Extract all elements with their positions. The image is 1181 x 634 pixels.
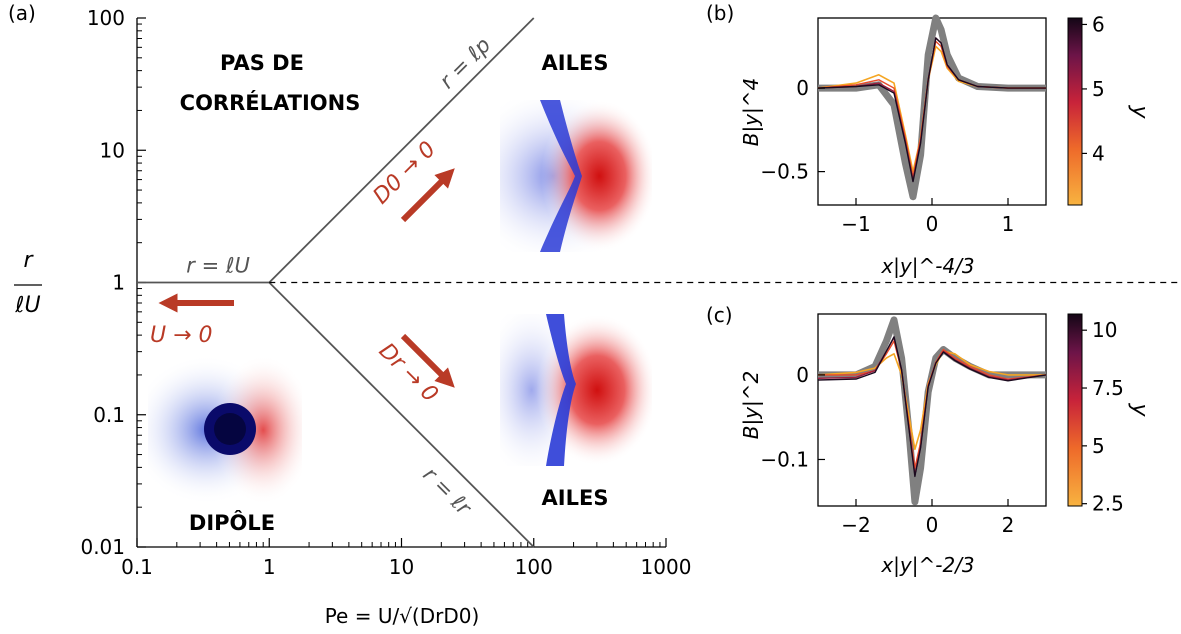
dipole-map: [148, 355, 302, 505]
regime-line-1: [268, 17, 535, 284]
c-plot-series-3: [817, 337, 1047, 476]
a-xtick-label-0: 0.1: [121, 555, 153, 579]
panel-c-label: (c): [706, 303, 733, 327]
wing-map-bottom: [500, 314, 652, 466]
regime-line-2: [268, 281, 535, 548]
b-plot-xtick-label-2: 1: [1002, 212, 1015, 236]
panel-a-ylabel-denominator: ℓU: [14, 293, 40, 318]
panel-c-colorbar-label: y: [1127, 402, 1152, 417]
panel-a-xlabel: Pe = U/√(DrD0): [325, 604, 480, 628]
panel-a-ylabel-numerator: r: [23, 248, 34, 273]
panel-c-colorbar: [1067, 313, 1083, 507]
a-xtick-label-1: 1: [263, 555, 276, 579]
c-cbticks-tick-label-2: 7.5: [1092, 376, 1124, 400]
b-cbticks-tick-label-0: 4: [1092, 141, 1105, 165]
a-ytick-label-4: 100: [87, 6, 125, 30]
arrow-u-limit-label: U → 0: [150, 323, 213, 348]
panel-a-label: (a): [8, 1, 36, 25]
panel-b-xlabel: x|y|^-4/3: [880, 254, 974, 278]
b-plot-ytick-label-0: 0: [796, 76, 809, 100]
b-plot-ytick-label-1: −0.5: [760, 160, 809, 184]
a-ytick-label-0: 0.01: [80, 535, 125, 559]
panel-b: (b) −1 0 1 0 −0.5 x|y|^-4/3 B|y|^4 4 5 6 y: [706, 1, 1152, 278]
arrow-d0-limit: [400, 168, 455, 223]
wing-map-top: [500, 100, 652, 252]
a-ytick-label-3: 10: [100, 138, 125, 162]
b-cbticks-tick-label-2: 6: [1092, 12, 1105, 36]
regime-line-label-0: r = ℓU: [186, 254, 250, 278]
a-xtick-label-4: 1000: [641, 555, 692, 579]
c-plot-ytick-label-0: 0: [796, 363, 809, 387]
region-label-no-correlation-1: PAS DE: [220, 51, 304, 75]
c-plot-frame: [817, 313, 1047, 507]
a-xtick-label-2: 10: [389, 555, 414, 579]
c-plot-series-4: [817, 336, 1047, 478]
region-label-no-correlation-2: CORRÉLATIONS: [180, 90, 361, 115]
panel-b-colorbar: [1067, 17, 1083, 206]
arrow-dr-limit: [400, 333, 455, 388]
regime-line-label-1: r = ℓp: [435, 33, 496, 94]
c-plot-series-0: [818, 316, 1046, 506]
a-ytick-label-2: 1: [112, 271, 125, 295]
a-xtick-label-3: 100: [515, 555, 553, 579]
b-plot-xtick-label-0: −1: [841, 212, 870, 236]
c-cbticks-tick-label-3: 10: [1092, 318, 1117, 342]
panel-b-colorbar-label: y: [1127, 104, 1152, 119]
c-plot-ytick-label-1: −0.1: [760, 447, 809, 471]
c-plot-xtick-label-2: 2: [1002, 513, 1015, 537]
c-plot-xtick-label-1: 0: [926, 513, 939, 537]
c-plot-series-1: [817, 350, 1046, 451]
a-ytick-label-1: 0.1: [93, 403, 125, 427]
c-cbticks-tick-label-0: 2.5: [1092, 492, 1124, 516]
b-plot-series-4: [817, 37, 1046, 183]
regime-line-label-2: r = ℓr: [418, 462, 476, 520]
region-label-dipole: DIPÔLE: [189, 510, 275, 535]
region-label-wings-bottom: AILES: [542, 486, 609, 510]
b-plot-series-1: [817, 45, 1046, 173]
b-cbticks-tick-label-1: 5: [1092, 77, 1105, 101]
b-plot-xtick-label-1: 0: [926, 212, 939, 236]
panel-b-ylabel: B|y|^4: [739, 78, 763, 147]
region-label-wings-top: AILES: [542, 51, 609, 75]
c-cbticks-tick-label-1: 5: [1092, 434, 1105, 458]
panel-c-xlabel: x|y|^-2/3: [880, 553, 974, 577]
panel-b-label: (b): [706, 1, 734, 25]
c-plot-xtick-label-0: −2: [841, 513, 870, 537]
panel-c-ylabel: B|y|^2: [739, 371, 763, 440]
panel-c: (c) −2 0 2 0 −0.1 x|y|^-2/3 B|y|^2 2.5 5 7.5 10…: [706, 303, 1152, 577]
b-plot-series-0: [818, 14, 1046, 201]
